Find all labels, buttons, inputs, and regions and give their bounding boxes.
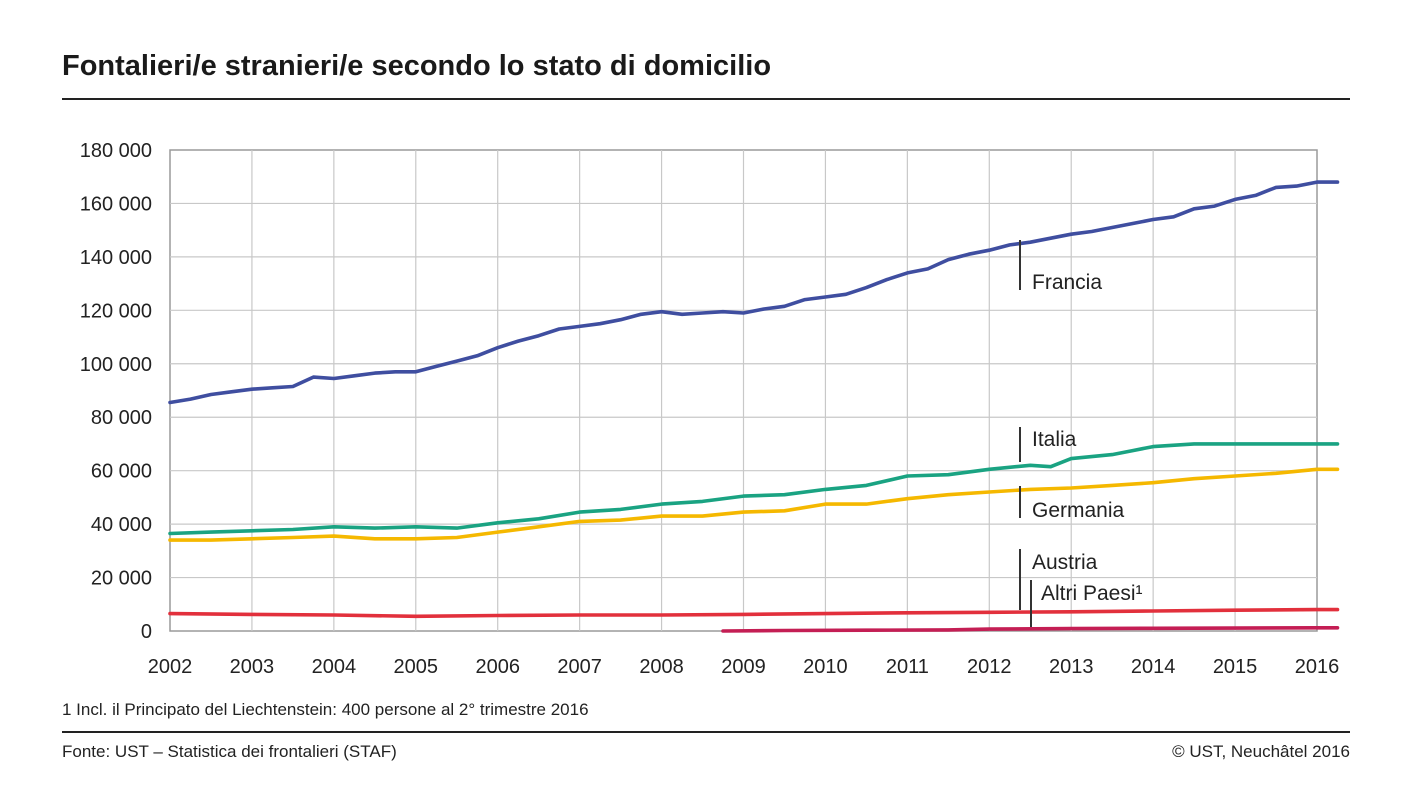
x-tick-label: 2011 (886, 656, 929, 678)
series-label: Austria (1032, 551, 1098, 574)
series-line-italia (168, 442, 1340, 536)
y-tick-label: 120 000 (80, 300, 152, 322)
x-tick-label: 2005 (394, 656, 439, 678)
x-tick-label: 2016 (1295, 656, 1340, 678)
y-tick-label: 20 000 (91, 568, 152, 590)
page-title: Fontalieri/e stranieri/e secondo lo stat… (62, 50, 772, 82)
copyright-note: © UST, Neuchâtel 2016 (1172, 742, 1350, 761)
title-divider (62, 98, 1350, 100)
x-tick-label: 2002 (148, 656, 193, 678)
series-line-germania (168, 467, 1340, 542)
series-label: Italia (1032, 428, 1077, 451)
series-line-altri-paesi (721, 625, 1340, 633)
y-tick-label: 40 000 (91, 514, 152, 536)
x-tick-label: 2012 (967, 656, 1012, 678)
series-label: Germania (1032, 499, 1125, 522)
y-tick-label: 80 000 (91, 407, 152, 429)
y-tick-label: 160 000 (80, 193, 152, 215)
x-tick-label: 2010 (803, 656, 848, 678)
grid (170, 150, 1317, 631)
series-labels: Francia Italia Germania Austria Altri Paesi¹ (1019, 240, 1143, 627)
footnote: 1 Incl. il Principato del Liechtenstein:… (62, 700, 589, 719)
series-lines (168, 180, 1340, 633)
x-tick-label: 2008 (639, 656, 684, 678)
series-line-austria (168, 607, 1340, 619)
series-line-francia (168, 180, 1340, 405)
y-tick-label: 0 (141, 621, 152, 643)
x-tick-label: 2014 (1131, 656, 1176, 678)
x-tick-label: 2004 (312, 656, 357, 678)
series-label: Francia (1032, 271, 1102, 294)
x-tick-label: 2013 (1049, 656, 1094, 678)
x-tick-label: 2015 (1213, 656, 1258, 678)
x-axis-ticks: 2002 2003 2004 2005 2006 2007 2008 2009 2010 2011… (148, 656, 1340, 678)
y-tick-label: 60 000 (91, 461, 152, 483)
y-tick-label: 140 000 (80, 247, 152, 269)
y-tick-label: 100 000 (80, 354, 152, 376)
x-tick-label: 2009 (721, 656, 766, 678)
source-note: Fonte: UST – Statistica dei frontalieri … (62, 742, 397, 761)
y-tick-label: 180 000 (80, 140, 152, 162)
x-tick-label: 2007 (557, 656, 602, 678)
x-tick-label: 2006 (475, 656, 520, 678)
line-chart: 0 20 000 40 000 60 000 80 000 100 000 120 000 1… (80, 140, 1340, 678)
y-axis-ticks: 0 20 000 40 000 60 000 80 000 100 000 120 000 1… (80, 140, 152, 643)
footer-divider (62, 731, 1350, 733)
x-tick-label: 2003 (230, 656, 275, 678)
series-label: Altri Paesi¹ (1041, 582, 1143, 605)
